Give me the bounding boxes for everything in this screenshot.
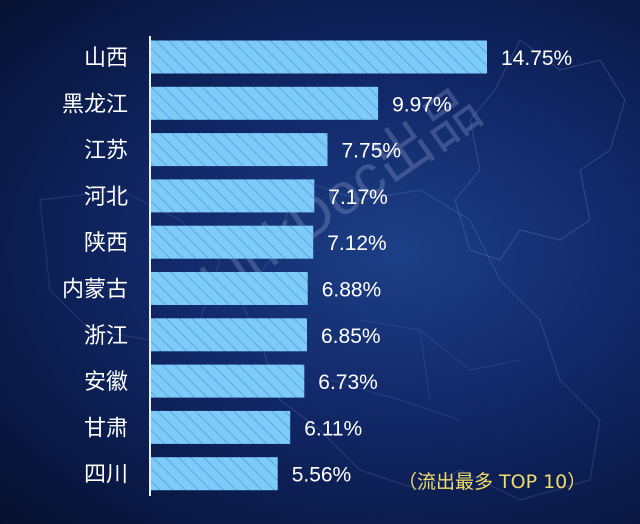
bar [151,410,291,444]
category-label: 河北 [84,185,128,210]
bar [151,272,308,305]
bar [151,133,328,167]
value-label: 9.97% [392,93,452,116]
value-label: 7.75% [342,140,402,163]
category-label: 四川 [84,463,128,488]
value-label: 7.12% [327,232,387,255]
value-label: 6.88% [322,279,382,302]
category-label: 江苏 [84,139,128,164]
bar [151,40,487,74]
bar [151,179,315,213]
labels-group: 山西 14.75% 黑龙江 9.97% 江苏 7.75% 河北 7.17% 陕西 7.12% 内蒙古… [62,46,572,488]
bar [151,225,314,259]
category-label: 甘肃 [84,416,128,441]
bars-group [151,40,487,491]
category-label: 陕西 [84,231,128,256]
bar [151,86,379,120]
category-label: 黑龙江 [62,92,128,117]
value-label: 7.17% [328,186,388,209]
value-label: 14.75% [501,47,572,70]
value-label: 6.11% [304,417,362,440]
bar [151,318,307,352]
category-label: 山西 [84,46,128,71]
category-label: 浙江 [84,324,128,349]
chart-annotation: （流出最多 TOP 10） [398,471,586,493]
bar [151,457,278,491]
value-label: 5.56% [292,464,352,487]
bar [151,364,305,398]
value-label: 6.73% [318,371,378,394]
value-label: 6.85% [321,325,381,348]
category-label: 内蒙古 [62,278,128,303]
category-label: 安徽 [84,370,128,395]
